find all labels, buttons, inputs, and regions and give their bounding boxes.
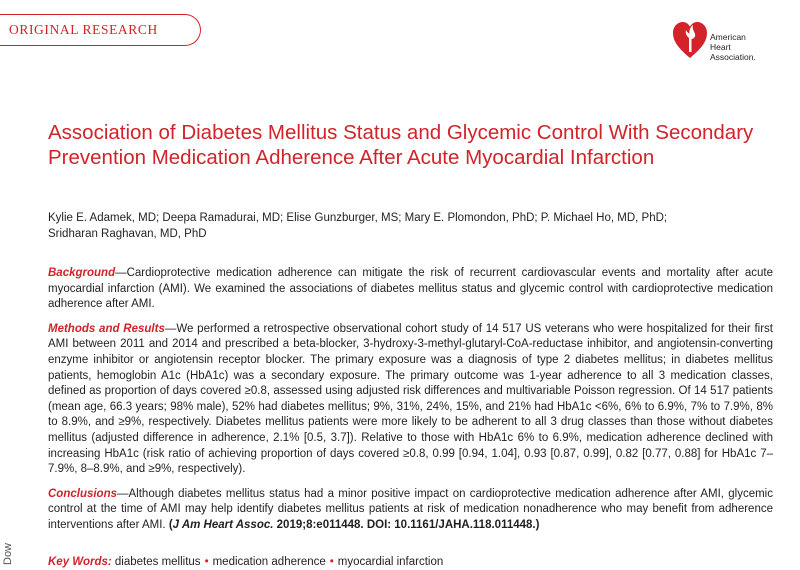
citation-journal: J Am Heart Assoc.	[172, 518, 274, 531]
abstract-conclusions: Conclusions—Although diabetes mellitus s…	[48, 487, 773, 534]
section-tab: ORIGINAL RESEARCH	[0, 14, 201, 46]
keyword-separator: •	[204, 556, 209, 568]
author-line: Kylie E. Adamek, MD; Deepa Ramadurai, MD…	[48, 212, 668, 224]
abstract-background: Background—Cardioprotective medication a…	[48, 266, 773, 313]
author-line: Sridharan Raghavan, MD, PhD	[48, 228, 207, 240]
keyword: myocardial infarction	[337, 556, 444, 568]
author-list: Kylie E. Adamek, MD; Deepa Ramadurai, MD…	[48, 210, 748, 242]
aha-logo: American Heart Association.	[672, 18, 782, 62]
abstract-text: —Although diabetes mellitus status had a…	[48, 487, 773, 531]
keywords: Key Words: diabetes mellitus • medication …	[48, 555, 443, 570]
download-watermark: Dow	[2, 542, 14, 565]
abstract-heading: Background	[48, 267, 116, 279]
abstract-text: —We performed a retrospective observatio…	[48, 322, 773, 476]
abstract-heading: Methods and Results	[48, 322, 165, 335]
keywords-heading: Key Words:	[48, 556, 112, 568]
abstract-text: —Cardioprotective medication adherence c…	[48, 267, 773, 311]
keyword: diabetes mellitus	[114, 556, 201, 568]
abstract-heading: Conclusions	[48, 487, 118, 500]
keyword: medication adherence	[212, 556, 326, 568]
abstract: Background—Cardioprotective medication a…	[48, 266, 773, 543]
citation-details: 2019;8:e011448. DOI: 10.1161/JAHA.118.01…	[276, 518, 540, 531]
citation: (J Am Heart Assoc. 2019;8:e011448. DOI: …	[168, 518, 540, 531]
keyword-separator: •	[329, 556, 334, 568]
heart-torch-icon	[673, 22, 707, 58]
article-title: Association of Diabetes Mellitus Status …	[48, 121, 754, 169]
aha-logo-text: American Heart Association.	[710, 32, 756, 62]
abstract-methods: Methods and Results—We performed a retro…	[48, 322, 773, 478]
section-tab-label: ORIGINAL RESEARCH	[9, 22, 158, 37]
